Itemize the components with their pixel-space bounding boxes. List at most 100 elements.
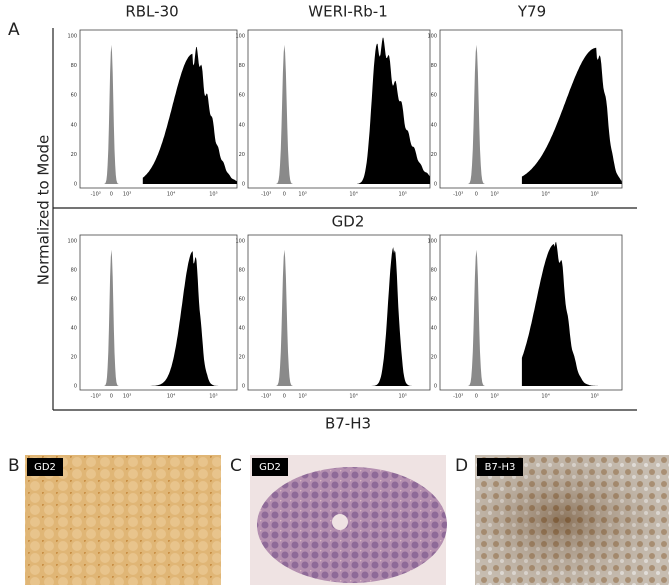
plot-frame <box>439 234 623 391</box>
control-histogram <box>465 249 487 386</box>
y-axis-label: Normalized to Mode <box>35 135 53 286</box>
x-tick-label: -10³ <box>261 394 271 400</box>
x-tick-label: 10⁴ <box>541 192 549 198</box>
y-tick-label: 0 <box>74 384 77 390</box>
control-histogram <box>101 44 121 185</box>
y-tick-label: 0 <box>74 182 77 188</box>
y-tick-label: 60 <box>239 297 245 303</box>
x-tick-label: 10⁵ <box>209 192 217 198</box>
y-tick-label: 40 <box>431 122 437 128</box>
plot-frame <box>79 234 238 391</box>
x-tick-label: 10³ <box>490 192 498 198</box>
stained-histogram <box>142 46 237 185</box>
y-tick-label: 0 <box>242 182 245 188</box>
x-tick-label: 10³ <box>298 394 306 400</box>
stain-label: GD2 <box>34 462 56 473</box>
x-tick-label: 0 <box>283 394 286 400</box>
x-tick-label: 10³ <box>490 394 498 400</box>
x-tick-label: -10³ <box>261 192 271 198</box>
y-tick-label: 20 <box>239 152 245 158</box>
micrograph <box>25 455 221 585</box>
panel-label: D <box>455 456 468 476</box>
x-tick-label: 10⁵ <box>591 394 599 400</box>
x-tick-label: -10³ <box>91 394 101 400</box>
x-tick-label: 10⁴ <box>541 394 549 400</box>
y-tick-label: 0 <box>242 384 245 390</box>
y-tick-label: 20 <box>239 355 245 361</box>
y-tick-label: 60 <box>71 93 77 99</box>
y-tick-label: 20 <box>431 355 437 361</box>
stain-tag <box>477 458 523 476</box>
y-tick-label: 40 <box>431 326 437 332</box>
panel-label: C <box>230 456 242 476</box>
y-tick-label: 60 <box>71 297 77 303</box>
y-tick-label: 80 <box>71 63 77 69</box>
x-tick-label: 10³ <box>123 394 131 400</box>
y-tick-label: 100 <box>427 34 437 40</box>
x-tick-label: 10³ <box>123 192 131 198</box>
y-tick-label: 60 <box>239 93 245 99</box>
row-label: B7-H3 <box>325 415 371 433</box>
y-tick-label: 0 <box>434 384 437 390</box>
histograms: 0 20 40 60 80 100 -10³ 0 10³ 10⁴ 10⁵ 0 20 40 60 80 100 -1… <box>67 29 623 400</box>
y-tick-label: 0 <box>434 182 437 188</box>
micrograph-shade <box>475 455 669 585</box>
y-tick-label: 100 <box>235 239 245 245</box>
column-title: RBL-30 <box>125 3 178 21</box>
y-tick-label: 20 <box>431 152 437 158</box>
y-tick-label: 80 <box>431 63 437 69</box>
x-tick-label: 10³ <box>298 192 306 198</box>
stained-histogram <box>357 37 430 185</box>
stained-histogram <box>521 47 622 184</box>
y-tick-label: 100 <box>67 239 77 245</box>
stain-tag <box>252 458 288 476</box>
x-tick-label: 10⁴ <box>167 192 175 198</box>
x-tick-label: 0 <box>110 192 113 198</box>
control-histogram <box>101 249 121 386</box>
stain-label: GD2 <box>259 462 281 473</box>
micrograph-vessel <box>332 514 348 530</box>
plot-frame <box>247 29 431 189</box>
stained-histogram <box>366 247 430 386</box>
plot-frame <box>439 29 623 189</box>
y-tick-label: 100 <box>235 34 245 40</box>
control-histogram <box>273 44 295 185</box>
y-tick-label: 80 <box>239 63 245 69</box>
x-tick-label: 10⁵ <box>399 394 407 400</box>
x-tick-label: 10⁴ <box>349 192 357 198</box>
control-histogram <box>465 44 487 185</box>
y-tick-label: 80 <box>71 268 77 274</box>
y-tick-label: 60 <box>431 93 437 99</box>
panel-label: B <box>8 456 20 476</box>
y-tick-label: 100 <box>67 34 77 40</box>
y-tick-label: 80 <box>239 268 245 274</box>
y-tick-label: 40 <box>239 326 245 332</box>
stain-label: B7-H3 <box>485 462 516 473</box>
y-tick-label: 40 <box>71 122 77 128</box>
x-tick-label: 10⁵ <box>209 394 217 400</box>
x-tick-label: 10⁵ <box>399 192 407 198</box>
x-tick-label: 10⁴ <box>349 394 357 400</box>
y-tick-label: 40 <box>71 326 77 332</box>
x-tick-label: 10⁴ <box>167 394 175 400</box>
x-tick-label: 10⁵ <box>591 192 599 198</box>
stained-histogram <box>521 241 622 386</box>
y-tick-label: 60 <box>431 297 437 303</box>
x-tick-label: 0 <box>283 192 286 198</box>
stain-tag <box>27 458 63 476</box>
y-tick-label: 40 <box>239 122 245 128</box>
micrograph-tissue <box>257 467 447 583</box>
control-histogram <box>273 249 295 386</box>
column-title: Y79 <box>517 3 546 21</box>
stained-histogram <box>150 251 237 386</box>
plot-frame <box>79 29 238 189</box>
panel-label: A <box>8 20 20 40</box>
x-tick-label: -10³ <box>453 192 463 198</box>
plot-frame <box>247 234 431 391</box>
y-tick-label: 100 <box>427 239 437 245</box>
row-label: GD2 <box>332 213 365 231</box>
x-tick-label: -10³ <box>91 192 101 198</box>
y-tick-label: 20 <box>71 355 77 361</box>
x-tick-label: -10³ <box>453 394 463 400</box>
